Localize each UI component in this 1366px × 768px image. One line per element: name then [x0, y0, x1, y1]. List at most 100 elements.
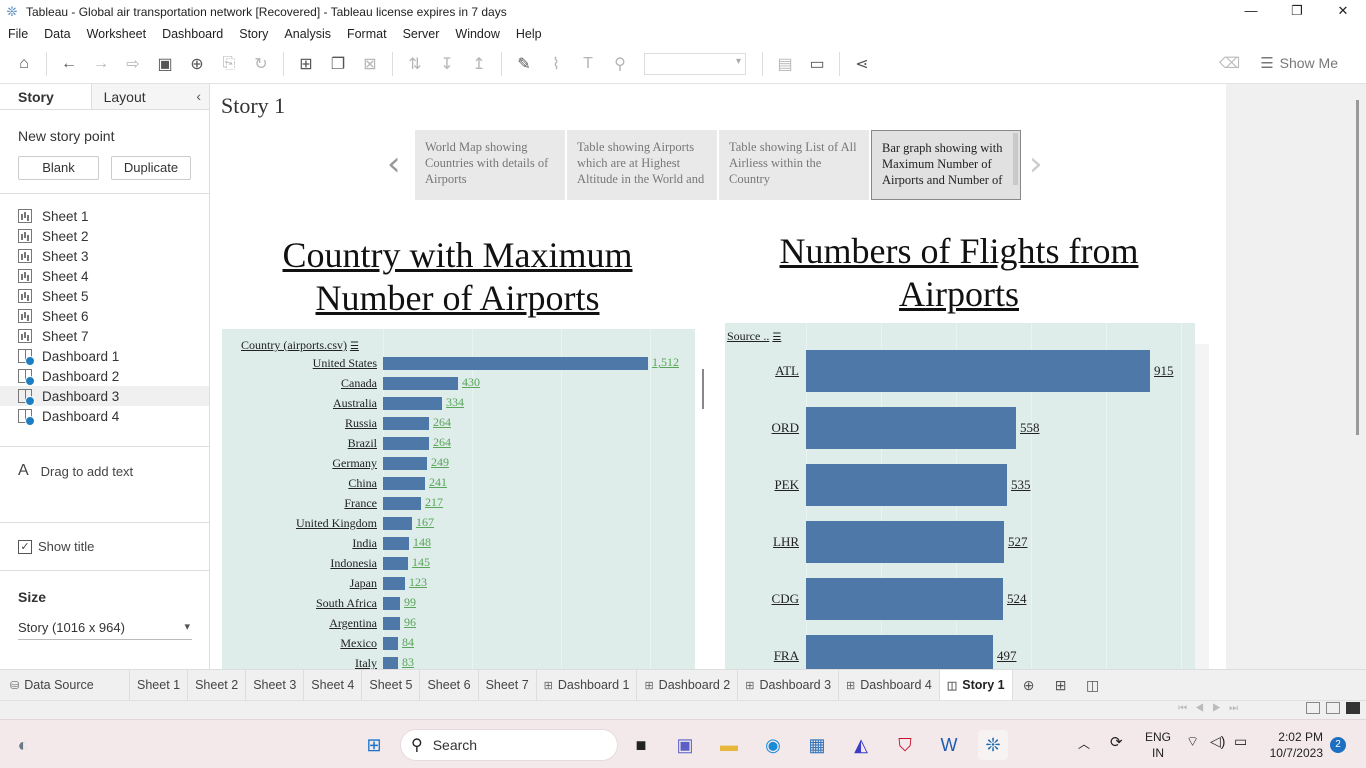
category-label[interactable]: LHR: [773, 534, 799, 550]
mcafee-icon[interactable]: ⛉: [898, 734, 912, 755]
show-title-checkbox[interactable]: ✓: [18, 539, 32, 554]
chart-scrollbar[interactable]: [702, 369, 704, 409]
category-label[interactable]: FRA: [773, 648, 799, 664]
bar[interactable]: [806, 407, 1016, 449]
duplicate-button[interactable]: Duplicate: [111, 156, 191, 180]
previous-story-point-icon[interactable]: ‹: [387, 144, 401, 184]
next-story-point-icon[interactable]: ›: [1029, 144, 1043, 184]
new-worksheet-icon[interactable]: ⊞: [299, 55, 313, 73]
close-button[interactable]: ✕: [1337, 3, 1349, 18]
story-point-3[interactable]: Table showing List of All Airliess withi…: [719, 130, 869, 200]
sheet-item-sheet-5[interactable]: Sheet 5: [0, 286, 209, 306]
sheet-item-sheet-7[interactable]: Sheet 7: [0, 326, 209, 346]
menu-story[interactable]: Story: [239, 26, 269, 41]
bar[interactable]: [383, 396, 442, 410]
bar[interactable]: [383, 656, 398, 669]
refresh-icon[interactable]: ↻: [254, 55, 268, 73]
edge-icon[interactable]: ◉: [765, 734, 781, 755]
chart-scroll-track[interactable]: [1195, 344, 1209, 669]
bar[interactable]: [383, 576, 405, 590]
language-indicator[interactable]: ENG IN: [1145, 729, 1171, 761]
bar[interactable]: [383, 616, 400, 630]
bar[interactable]: [383, 456, 427, 470]
category-label[interactable]: South Africa: [316, 595, 377, 610]
category-label[interactable]: China: [348, 475, 377, 490]
bar[interactable]: [383, 636, 398, 650]
category-label[interactable]: India: [352, 535, 377, 550]
show-cards-icon[interactable]: ▤: [777, 55, 793, 73]
menu-server[interactable]: Server: [402, 26, 440, 41]
start-icon[interactable]: ⊞: [366, 734, 382, 755]
store-icon[interactable]: ▦: [808, 734, 826, 755]
menu-analysis[interactable]: Analysis: [284, 26, 331, 41]
wifi-icon[interactable]: ⌔: [1186, 733, 1200, 749]
clock[interactable]: 2:02 PM 10/7/2023: [1270, 729, 1323, 761]
story-point-2[interactable]: Table showing Airports which are at High…: [567, 130, 717, 200]
new-story-tab-icon[interactable]: ◫: [1086, 676, 1100, 693]
country-field-header[interactable]: Country (airports.csv) ☰: [241, 338, 359, 353]
tab-dashboard-2[interactable]: ⊞ Dashboard 2: [637, 670, 739, 700]
category-label[interactable]: Australia: [333, 395, 377, 410]
tab-dashboard-1[interactable]: ⊞ Dashboard 1: [537, 670, 638, 700]
save-icon[interactable]: ▣: [157, 55, 173, 73]
fit-dropdown[interactable]: [644, 52, 746, 75]
size-dropdown[interactable]: Story (1016 x 964): [18, 620, 192, 640]
menu-dashboard[interactable]: Dashboard: [162, 26, 224, 41]
tab-sheet-4[interactable]: Sheet 4: [304, 670, 363, 700]
bar[interactable]: [383, 376, 458, 390]
new-worksheet-tab-icon[interactable]: ⊕: [1022, 676, 1035, 693]
show-title-option[interactable]: ✓ Show title: [18, 539, 94, 554]
sheet-navigation-icon[interactable]: ⏮◀▶⏭: [1178, 703, 1246, 714]
bar[interactable]: [383, 476, 425, 490]
sheet-item-sheet-3[interactable]: Sheet 3: [0, 246, 209, 266]
show-me-button[interactable]: ⌫ ☰ Show Me: [1219, 54, 1338, 72]
clear-sheet-icon[interactable]: ⊠: [363, 55, 377, 73]
bar[interactable]: [383, 596, 400, 610]
tab-sheet-3[interactable]: Sheet 3: [246, 670, 305, 700]
sheet-item-dashboard-2[interactable]: Dashboard 2: [0, 366, 209, 386]
story-point-4[interactable]: Bar graph showing with Maximum Number of…: [871, 130, 1021, 200]
volume-icon[interactable]: ◁): [1210, 733, 1226, 749]
collapse-pane-icon[interactable]: ‹: [196, 88, 201, 104]
new-dashboard-tab-icon[interactable]: ⊞: [1054, 676, 1067, 693]
pause-updates-icon[interactable]: ⎘: [222, 54, 236, 72]
sync-icon[interactable]: ⟳: [1110, 734, 1123, 751]
presentation-mode-icon[interactable]: ▭: [809, 55, 825, 73]
sheet-item-dashboard-3[interactable]: Dashboard 3: [0, 386, 209, 406]
app-icon[interactable]: ◭: [854, 734, 868, 755]
bar[interactable]: [383, 356, 648, 370]
tab-sheet-7[interactable]: Sheet 7: [479, 670, 537, 700]
taskbar-search[interactable]: ⚲ Search: [400, 729, 618, 761]
sheet-item-sheet-1[interactable]: Sheet 1: [0, 206, 209, 226]
bar[interactable]: [383, 416, 429, 430]
tab-sheet-1[interactable]: Sheet 1: [130, 670, 189, 700]
bar[interactable]: [806, 350, 1150, 392]
category-label[interactable]: France: [344, 495, 377, 510]
sheet-item-sheet-4[interactable]: Sheet 4: [0, 266, 209, 286]
sheet-item-sheet-6[interactable]: Sheet 6: [0, 306, 209, 326]
bar[interactable]: [383, 496, 421, 510]
category-label[interactable]: Italy: [355, 655, 377, 669]
show-hidden-icons-icon[interactable]: ︿: [1078, 737, 1091, 751]
duplicate-sheet-icon[interactable]: ❐: [330, 55, 346, 73]
battery-icon[interactable]: ▭: [1234, 733, 1248, 749]
home-icon[interactable]: ⌂: [19, 54, 29, 72]
drag-text-object[interactable]: A Drag to add text: [18, 462, 133, 480]
tab-sheet-6[interactable]: Sheet 6: [420, 670, 479, 700]
bar[interactable]: [383, 536, 409, 550]
bar[interactable]: [383, 556, 408, 570]
category-label[interactable]: PEK: [774, 477, 799, 493]
labels-icon[interactable]: T: [583, 54, 593, 72]
file-explorer-icon[interactable]: ▬: [720, 734, 738, 755]
bar[interactable]: [806, 464, 1007, 506]
category-label[interactable]: CDG: [771, 591, 799, 607]
group-icon[interactable]: ⌇: [552, 55, 560, 73]
sort-icon[interactable]: ☰: [772, 332, 782, 343]
notification-badge[interactable]: 2: [1330, 737, 1346, 753]
category-label[interactable]: United States: [312, 355, 377, 370]
redo-icon[interactable]: →: [93, 54, 109, 72]
menu-worksheet[interactable]: Worksheet: [86, 26, 147, 41]
task-view-icon[interactable]: ■: [635, 734, 647, 755]
sorter-view-icon[interactable]: [1326, 702, 1340, 714]
highlight-icon[interactable]: ✎: [517, 55, 531, 73]
